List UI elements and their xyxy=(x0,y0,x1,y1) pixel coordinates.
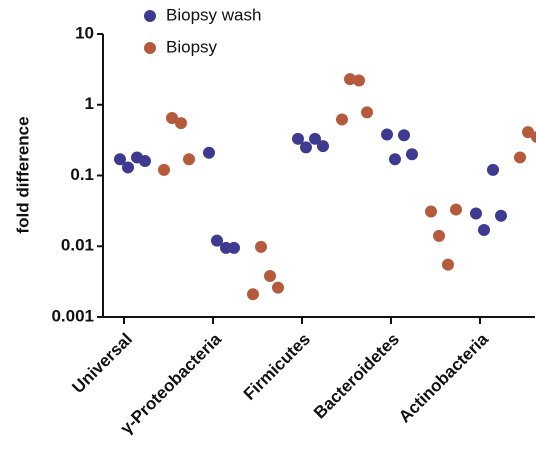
data-point xyxy=(183,153,195,166)
data-point xyxy=(255,240,267,253)
data-point xyxy=(336,113,348,126)
data-point xyxy=(300,141,312,154)
data-point xyxy=(478,223,490,236)
data-point xyxy=(361,106,373,119)
data-point xyxy=(317,140,329,153)
data-point xyxy=(175,117,187,130)
data-point xyxy=(398,129,410,142)
data-point xyxy=(381,128,393,141)
y-tick-label: 0.01 xyxy=(61,236,94,255)
data-point xyxy=(433,229,445,242)
data-point xyxy=(425,205,437,218)
y-axis-label: fold difference xyxy=(13,116,32,233)
y-tick-label: 1 xyxy=(85,94,94,113)
x-tick-label: Firmicutes xyxy=(240,330,314,404)
y-tick-label: 10 xyxy=(75,23,94,42)
x-tick-label: Bacteroidetes xyxy=(310,330,403,423)
data-point xyxy=(389,153,401,166)
data-point xyxy=(450,203,462,216)
data-point xyxy=(228,241,240,254)
x-tick-label: Universal xyxy=(68,330,136,398)
data-point xyxy=(292,132,304,145)
data-point xyxy=(470,207,482,220)
data-point xyxy=(442,258,454,271)
data-point xyxy=(344,73,356,86)
data-point xyxy=(353,74,365,87)
data-point xyxy=(122,161,134,174)
data-point xyxy=(211,234,223,247)
data-point xyxy=(514,151,526,164)
y-tick-label: 0.001 xyxy=(51,306,94,325)
legend-marker xyxy=(144,10,156,22)
data-point xyxy=(309,132,321,145)
data-point xyxy=(114,153,126,166)
x-tick-label: Actinobacteria xyxy=(395,329,492,426)
data-point xyxy=(139,155,151,168)
data-point xyxy=(264,269,276,282)
data-point xyxy=(531,131,536,143)
y-tick-label: 0.1 xyxy=(70,165,94,184)
data-point xyxy=(406,148,418,161)
data-point xyxy=(495,209,507,222)
data-point xyxy=(166,111,178,124)
data-point xyxy=(158,163,170,176)
legend-label: Biopsy wash xyxy=(166,5,261,24)
legend-label: Biopsy xyxy=(166,37,218,56)
data-point xyxy=(522,126,534,139)
data-point xyxy=(203,146,215,159)
data-point xyxy=(247,288,259,301)
legend-marker xyxy=(144,42,156,54)
data-point xyxy=(272,281,284,294)
data-point xyxy=(487,163,499,176)
